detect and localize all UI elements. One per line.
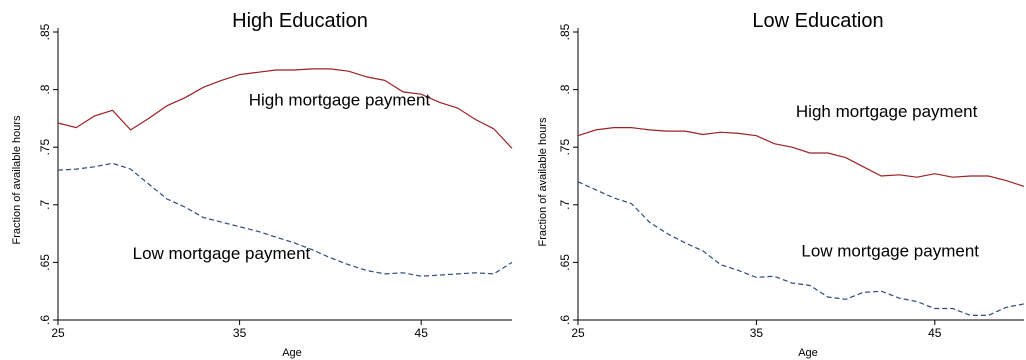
- series-line-high-mortgage: [577, 126, 1025, 187]
- x-tick-label: 25: [571, 326, 585, 340]
- y-tick-label: .6: [38, 315, 52, 325]
- annotation-high-mortgage: High mortgage payment: [796, 102, 978, 121]
- y-tick-label: .65: [38, 254, 52, 271]
- x-tick-label: 25: [51, 326, 65, 340]
- series-line-high-mortgage: [57, 68, 513, 149]
- x-tick-label: 45: [415, 326, 429, 340]
- y-tick-label: .6: [558, 315, 572, 325]
- x-tick-label: 45: [928, 326, 942, 340]
- x-tick-label: 35: [233, 326, 247, 340]
- y-tick-label: .8: [558, 84, 572, 94]
- y-tick-label: .75: [558, 139, 572, 156]
- x-axis-label: Age: [798, 347, 818, 359]
- series-line-low-mortgage: [57, 162, 513, 277]
- y-tick-label: .65: [558, 254, 572, 271]
- x-axis-label: Age: [282, 347, 302, 359]
- annotation-high-mortgage: High mortgage payment: [249, 91, 431, 110]
- chart-title: High Education: [232, 10, 368, 32]
- annotation-low-mortgage: Low mortgage payment: [133, 244, 311, 263]
- y-tick-label: .85: [38, 23, 52, 40]
- chart-panel-high-education: High Education .6 .65 .7 .75 .8 .85 25 35 45 Age Fr…: [11, 10, 513, 359]
- chart-title: Low Education: [752, 10, 883, 32]
- x-tick-label: 35: [750, 326, 764, 340]
- y-tick-label: .7: [558, 199, 572, 209]
- annotation-low-mortgage: Low mortgage payment: [801, 242, 979, 261]
- y-tick-label: .7: [38, 199, 52, 209]
- y-axis-label: Fraction of available hours: [11, 115, 23, 245]
- y-tick-label: .8: [38, 84, 52, 94]
- y-axis-label: Fraction of available hours: [537, 117, 549, 247]
- chart-panel-low-education: Low Education .6 .65 .7 .75 .8 .85 25 35 45 Age Fra…: [537, 10, 1025, 359]
- y-tick-label: .75: [38, 139, 52, 156]
- series-line-low-mortgage: [577, 181, 1025, 316]
- y-tick-label: .85: [558, 23, 572, 40]
